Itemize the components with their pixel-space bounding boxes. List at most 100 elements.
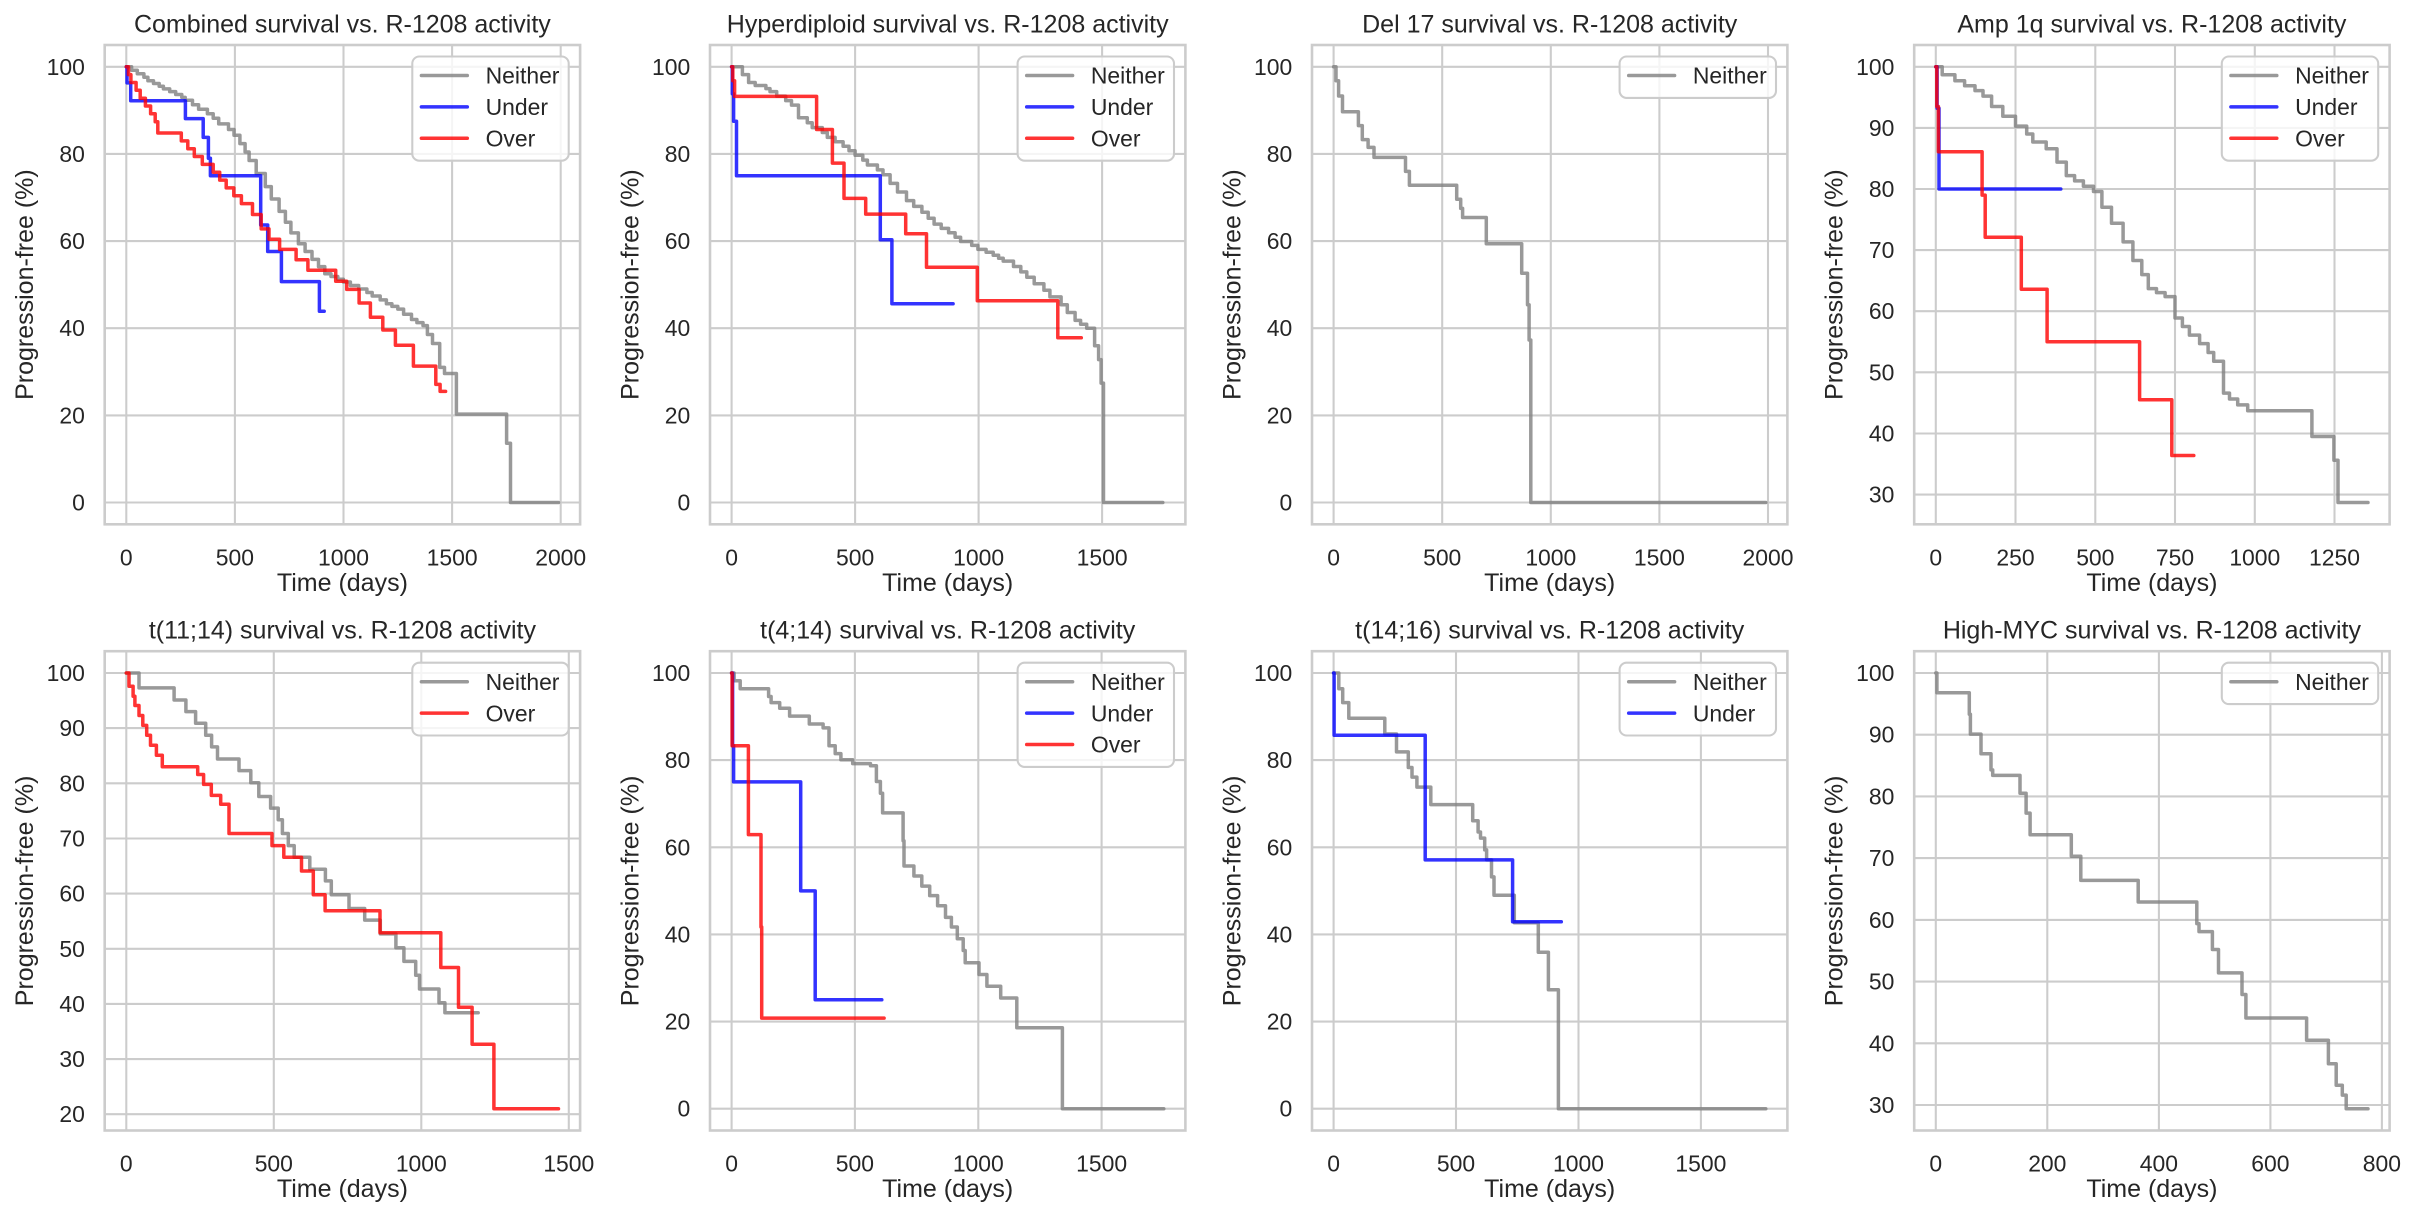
svg-text:750: 750 (2156, 544, 2194, 570)
svg-text:90: 90 (1869, 722, 1894, 748)
svg-text:Neither: Neither (1693, 63, 1767, 89)
svg-text:2000: 2000 (535, 544, 586, 570)
svg-text:60: 60 (59, 881, 84, 907)
svg-text:1000: 1000 (953, 1151, 1004, 1177)
svg-text:Progression-free (%): Progression-free (%) (616, 776, 644, 1007)
svg-text:1500: 1500 (1076, 1151, 1127, 1177)
svg-text:40: 40 (1869, 1030, 1894, 1056)
svg-text:0: 0 (1279, 1096, 1292, 1122)
svg-text:Time (days): Time (days) (277, 569, 408, 597)
svg-text:Progression-free (%): Progression-free (%) (1218, 776, 1246, 1007)
svg-text:0: 0 (1327, 544, 1340, 570)
svg-text:70: 70 (1869, 845, 1894, 871)
svg-text:60: 60 (665, 834, 690, 860)
svg-text:1500: 1500 (1675, 1151, 1726, 1177)
svg-text:0: 0 (725, 544, 738, 570)
svg-text:500: 500 (1437, 1151, 1475, 1177)
svg-text:20: 20 (665, 1009, 690, 1035)
svg-text:Neither: Neither (2295, 669, 2369, 695)
svg-text:Under: Under (1693, 700, 1756, 726)
svg-text:Over: Over (1091, 732, 1141, 758)
svg-text:40: 40 (59, 315, 84, 341)
svg-text:Time (days): Time (days) (882, 1175, 1013, 1203)
svg-text:600: 600 (2251, 1151, 2289, 1177)
svg-text:100: 100 (47, 54, 85, 80)
svg-text:70: 70 (1869, 237, 1894, 263)
svg-text:50: 50 (1869, 969, 1894, 995)
svg-text:80: 80 (1869, 176, 1894, 202)
svg-text:250: 250 (1996, 544, 2034, 570)
svg-text:100: 100 (652, 54, 690, 80)
svg-text:40: 40 (1869, 421, 1894, 447)
svg-text:500: 500 (1423, 544, 1461, 570)
svg-text:t(4;14) survival vs. R-1208 ac: t(4;14) survival vs. R-1208 activity (760, 617, 1136, 645)
svg-text:40: 40 (665, 315, 690, 341)
svg-text:500: 500 (2076, 544, 2114, 570)
svg-text:30: 30 (59, 1046, 84, 1072)
svg-text:Progression-free (%): Progression-free (%) (616, 169, 644, 400)
svg-text:40: 40 (665, 921, 690, 947)
svg-text:0: 0 (72, 490, 85, 516)
svg-text:20: 20 (665, 402, 690, 428)
svg-text:High-MYC survival vs. R-1208 a: High-MYC survival vs. R-1208 activity (1943, 617, 2362, 645)
svg-text:100: 100 (1254, 54, 1292, 80)
svg-text:500: 500 (255, 1151, 293, 1177)
svg-text:Time (days): Time (days) (2086, 569, 2217, 597)
svg-text:Progression-free (%): Progression-free (%) (11, 776, 39, 1007)
svg-text:1250: 1250 (2309, 544, 2360, 570)
svg-text:Under: Under (1091, 700, 1154, 726)
svg-text:60: 60 (665, 228, 690, 254)
svg-text:0: 0 (725, 1151, 738, 1177)
svg-text:80: 80 (59, 141, 84, 167)
svg-text:Time (days): Time (days) (882, 569, 1013, 597)
svg-text:0: 0 (1929, 544, 1942, 570)
svg-text:Progression-free (%): Progression-free (%) (1218, 169, 1246, 400)
svg-text:60: 60 (1267, 228, 1292, 254)
svg-text:Under: Under (2295, 94, 2358, 120)
svg-text:30: 30 (1869, 1092, 1894, 1118)
svg-text:80: 80 (665, 747, 690, 773)
svg-text:20: 20 (59, 1101, 84, 1127)
svg-text:40: 40 (1267, 315, 1292, 341)
svg-text:0: 0 (120, 544, 133, 570)
svg-text:80: 80 (1869, 783, 1894, 809)
svg-text:1500: 1500 (427, 544, 478, 570)
svg-text:Under: Under (486, 94, 549, 120)
svg-text:100: 100 (47, 660, 85, 686)
svg-text:Time (days): Time (days) (1484, 569, 1615, 597)
svg-text:Amp 1q survival vs. R-1208 act: Amp 1q survival vs. R-1208 activity (1957, 11, 2347, 39)
svg-text:90: 90 (1869, 115, 1894, 141)
svg-text:60: 60 (1869, 298, 1894, 324)
svg-text:400: 400 (2140, 1151, 2178, 1177)
svg-text:1000: 1000 (1553, 1151, 1604, 1177)
svg-text:60: 60 (59, 228, 84, 254)
svg-text:t(14;16) survival vs. R-1208 a: t(14;16) survival vs. R-1208 activity (1355, 617, 1745, 645)
svg-text:Hyperdiploid survival vs. R-12: Hyperdiploid survival vs. R-1208 activit… (727, 11, 1169, 39)
svg-text:Time (days): Time (days) (2086, 1175, 2217, 1203)
svg-text:2000: 2000 (1743, 544, 1794, 570)
svg-text:30: 30 (1869, 482, 1894, 508)
svg-text:80: 80 (1267, 141, 1292, 167)
svg-text:0: 0 (677, 490, 690, 516)
svg-text:800: 800 (2363, 1151, 2401, 1177)
svg-text:Time (days): Time (days) (1484, 1175, 1615, 1203)
svg-text:Under: Under (1091, 94, 1154, 120)
svg-text:90: 90 (59, 715, 84, 741)
svg-text:0: 0 (1327, 1151, 1340, 1177)
svg-text:Combined survival vs. R-1208 a: Combined survival vs. R-1208 activity (134, 11, 551, 39)
svg-text:t(11;14) survival vs. R-1208 a: t(11;14) survival vs. R-1208 activity (149, 617, 537, 645)
svg-text:20: 20 (59, 402, 84, 428)
svg-text:40: 40 (59, 991, 84, 1017)
svg-text:100: 100 (1856, 54, 1894, 80)
svg-text:Progression-free (%): Progression-free (%) (1821, 776, 1849, 1007)
svg-text:500: 500 (836, 544, 874, 570)
svg-text:Neither: Neither (486, 63, 560, 89)
svg-text:Over: Over (486, 126, 536, 152)
svg-text:100: 100 (1254, 660, 1292, 686)
svg-text:100: 100 (1856, 660, 1894, 686)
svg-text:0: 0 (1279, 490, 1292, 516)
svg-text:Neither: Neither (1091, 63, 1165, 89)
svg-text:0: 0 (1929, 1151, 1942, 1177)
svg-text:40: 40 (1267, 921, 1292, 947)
svg-text:70: 70 (59, 826, 84, 852)
